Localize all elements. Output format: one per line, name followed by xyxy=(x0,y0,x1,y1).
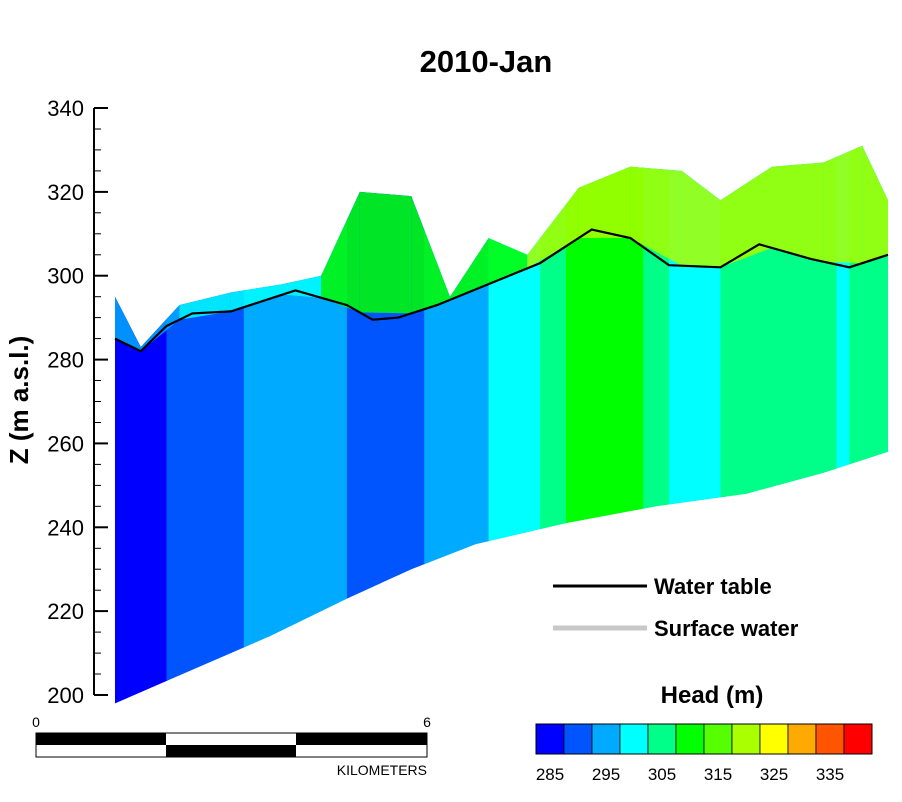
colorbar-label: 315 xyxy=(704,765,732,784)
head-band xyxy=(334,145,348,704)
head-band xyxy=(424,145,438,704)
head-band xyxy=(153,145,168,704)
scale-bar-unit-label: KILOMETERS xyxy=(337,762,427,778)
colorbar-swatch xyxy=(843,723,873,755)
surface-zone-band xyxy=(488,238,528,285)
colorbar-swatch xyxy=(787,723,817,755)
y-tick-label: 240 xyxy=(47,515,84,540)
scale-bar-segment-3 xyxy=(296,733,427,745)
legend: Water table Surface water xyxy=(553,574,799,641)
head-band xyxy=(282,145,297,704)
surface-zone-band xyxy=(578,166,631,238)
surface-zone-band xyxy=(321,191,360,313)
head-band xyxy=(166,145,181,704)
head-band xyxy=(295,145,310,704)
colorbar-title: Head (m) xyxy=(661,682,764,709)
colorbar-label: 335 xyxy=(816,765,844,784)
colorbar-swatch xyxy=(535,723,565,755)
legend-surface-water-label: Surface water xyxy=(654,616,799,641)
surface-zone-band xyxy=(823,145,863,264)
water-table-line xyxy=(114,228,889,353)
head-band xyxy=(321,145,335,704)
colorbar-swatch xyxy=(563,723,593,755)
head-band xyxy=(269,145,284,704)
y-axis-label: Z (m a.s.l.) xyxy=(4,336,34,465)
colorbar-label: 305 xyxy=(648,765,676,784)
head-band xyxy=(475,145,490,704)
head-band xyxy=(308,145,322,704)
scale-bar-segment-1 xyxy=(36,733,166,745)
scale-bar-segment-2 xyxy=(166,745,296,757)
head-band xyxy=(540,145,554,704)
colorbar-swatch xyxy=(675,723,705,755)
colorbar-swatch xyxy=(619,723,649,755)
surface-zone-band xyxy=(527,187,579,269)
head-band xyxy=(179,145,194,704)
scale-bar-end-label: 6 xyxy=(423,714,431,730)
surface-zone-band xyxy=(115,296,141,352)
chart-title: 2010-Jan xyxy=(420,44,553,79)
colorbar-swatch xyxy=(703,723,733,755)
head-band xyxy=(243,145,258,704)
surface-zone-band xyxy=(630,166,682,266)
colorbar-swatch xyxy=(815,723,845,755)
head-band xyxy=(462,145,477,704)
head-band xyxy=(411,145,425,704)
surface-zone-band xyxy=(411,196,450,314)
head-band xyxy=(450,145,464,704)
head-band xyxy=(514,145,529,704)
y-tick-label: 340 xyxy=(47,96,84,121)
surface-zone-band xyxy=(772,162,824,262)
colorbar-swatch xyxy=(731,723,761,755)
colorbar-frame xyxy=(535,723,873,755)
head-band xyxy=(385,145,400,704)
head-band xyxy=(527,145,541,704)
head-band xyxy=(115,145,129,704)
scale-bar-start-label: 0 xyxy=(32,714,40,730)
head-band xyxy=(372,145,387,704)
colorbar-swatch xyxy=(647,723,677,755)
y-tick-label: 280 xyxy=(47,348,84,373)
legend-water-table-label: Water table xyxy=(654,574,772,599)
head-band xyxy=(488,145,503,704)
colorbar-label: 285 xyxy=(536,765,564,784)
head-band xyxy=(127,145,142,704)
colorbar: Head (m) 285 295 305 315 325 335 xyxy=(535,682,873,784)
colorbar-swatch xyxy=(591,723,621,755)
surface-zone-band xyxy=(282,275,322,298)
head-band xyxy=(398,145,413,704)
y-tick-label: 200 xyxy=(47,683,84,708)
surface-zone-band xyxy=(359,191,412,314)
surface-zone-band xyxy=(720,166,772,268)
head-band xyxy=(501,145,516,704)
surface-zone-band xyxy=(681,170,721,268)
y-tick-label: 220 xyxy=(47,599,84,624)
head-band xyxy=(140,145,155,704)
surface-zone-band xyxy=(450,238,489,300)
y-tick-label: 260 xyxy=(47,431,84,456)
head-band xyxy=(192,145,206,704)
y-axis: 200 220 240 260 280 300 320 340 xyxy=(47,96,108,708)
surface-zone-band xyxy=(862,145,888,264)
scale-bar: 0 6 KILOMETERS xyxy=(32,714,431,778)
colorbar-swatch xyxy=(759,723,789,755)
head-band xyxy=(218,145,232,704)
surface-zone-band xyxy=(230,284,283,312)
head-band xyxy=(205,145,219,704)
y-tick-label: 320 xyxy=(47,180,84,205)
head-band xyxy=(346,145,361,704)
head-band xyxy=(256,145,271,704)
head-band xyxy=(437,145,451,704)
colorbar-label: 325 xyxy=(760,765,788,784)
y-tick-label: 300 xyxy=(47,264,84,289)
surface-zone-band xyxy=(140,305,180,352)
head-band xyxy=(230,145,245,704)
colorbar-label: 295 xyxy=(592,765,620,784)
